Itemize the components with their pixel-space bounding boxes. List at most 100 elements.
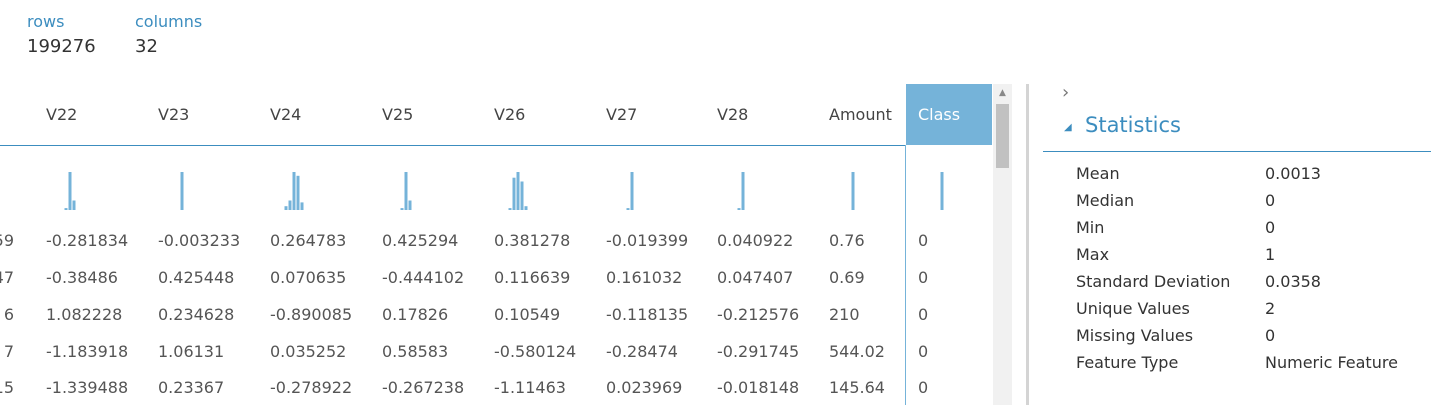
- table-cell[interactable]: -0.019399: [606, 231, 689, 250]
- table-cell[interactable]: 145.64: [829, 378, 885, 397]
- rows-value: 199276: [27, 36, 96, 57]
- table-cell[interactable]: 0.23367: [158, 378, 225, 397]
- chevron-right-icon[interactable]: ›: [1062, 82, 1070, 103]
- table-cell[interactable]: 210: [829, 305, 860, 324]
- table-cell[interactable]: 0.10549: [494, 305, 561, 324]
- histogram-bar: [180, 172, 184, 210]
- histogram-v28[interactable]: [711, 170, 771, 210]
- panel-divider[interactable]: [1026, 84, 1029, 405]
- histogram-v27[interactable]: [600, 170, 660, 210]
- table-cell[interactable]: -0.281834: [46, 231, 129, 250]
- table-cell[interactable]: 0.161032: [606, 268, 683, 287]
- columns-summary: columns 32: [135, 12, 202, 58]
- table-cell[interactable]: 0: [918, 305, 929, 324]
- table-cell[interactable]: -0.890085: [270, 305, 353, 324]
- table-cell[interactable]: 0.69: [829, 268, 865, 287]
- column-header-class[interactable]: Class: [906, 84, 992, 145]
- table-cell[interactable]: 0.425294: [382, 231, 459, 250]
- column-header-amount[interactable]: Amount: [829, 105, 892, 124]
- histogram-class[interactable]: [912, 170, 972, 210]
- histogram-bar: [72, 200, 76, 210]
- table-cell[interactable]: -0.444102: [382, 268, 465, 287]
- stat-value: 2: [1265, 299, 1276, 318]
- columns-value: 32: [135, 36, 158, 57]
- stat-label: Mean: [1076, 164, 1120, 183]
- column-header-v22[interactable]: V22: [46, 105, 78, 124]
- table-cell[interactable]: -0.018148: [717, 378, 800, 397]
- histogram-bar: [851, 172, 855, 210]
- table-cell[interactable]: 0.116639: [494, 268, 571, 287]
- statistics-title[interactable]: Statistics: [1085, 113, 1181, 137]
- table-cell-partial[interactable]: 47: [0, 268, 14, 287]
- table-cell-partial[interactable]: 59: [0, 231, 14, 250]
- columns-label: columns: [135, 12, 203, 31]
- table-cell[interactable]: 0.58583: [382, 342, 449, 361]
- stat-value: 0.0013: [1265, 164, 1321, 183]
- histogram-v25[interactable]: [376, 170, 436, 210]
- histogram-bar: [741, 172, 745, 210]
- column-header-v26[interactable]: V26: [494, 105, 526, 124]
- vertical-scrollbar[interactable]: ▲: [993, 84, 1012, 405]
- column-header-v28[interactable]: V28: [717, 105, 749, 124]
- stat-label: Unique Values: [1076, 299, 1190, 318]
- table-cell[interactable]: -0.291745: [717, 342, 800, 361]
- table-cell[interactable]: -0.38486: [46, 268, 118, 287]
- table-cell[interactable]: -1.183918: [46, 342, 129, 361]
- table-cell[interactable]: 0.425448: [158, 268, 235, 287]
- selected-column-outline: [905, 145, 906, 405]
- histogram-v22[interactable]: [40, 170, 100, 210]
- histogram-bar: [292, 172, 296, 210]
- table-cell[interactable]: -1.339488: [46, 378, 129, 397]
- stat-label: Standard Deviation: [1076, 272, 1231, 291]
- histogram-bar: [524, 206, 528, 210]
- histogram-v24[interactable]: [264, 170, 324, 210]
- table-cell[interactable]: 0.035252: [270, 342, 347, 361]
- column-header-v23[interactable]: V23: [158, 105, 190, 124]
- rows-label: rows: [27, 12, 65, 31]
- table-cell[interactable]: 1.06131: [158, 342, 225, 361]
- table-cell[interactable]: 0.17826: [382, 305, 449, 324]
- table-cell[interactable]: -0.580124: [494, 342, 577, 361]
- table-cell[interactable]: 0.234628: [158, 305, 235, 324]
- header-divider: [0, 145, 906, 146]
- table-cell[interactable]: -1.11463: [494, 378, 566, 397]
- stat-label: Feature Type: [1076, 353, 1179, 372]
- scrollbar-thumb[interactable]: [996, 104, 1009, 168]
- table-cell[interactable]: -0.267238: [382, 378, 465, 397]
- table-cell[interactable]: -0.003233: [158, 231, 241, 250]
- table-cell[interactable]: 0.264783: [270, 231, 347, 250]
- column-header-v25[interactable]: V25: [382, 105, 414, 124]
- table-cell[interactable]: 1.082228: [46, 305, 123, 324]
- table-cell[interactable]: 0.040922: [717, 231, 794, 250]
- histogram-v23[interactable]: [152, 170, 212, 210]
- column-header-v27[interactable]: V27: [606, 105, 638, 124]
- arrow-up-icon[interactable]: ▲: [999, 88, 1006, 98]
- histogram-bar: [520, 181, 524, 210]
- histogram-v26[interactable]: [488, 170, 548, 210]
- column-header-v24[interactable]: V24: [270, 105, 302, 124]
- table-cell-partial[interactable]: 15: [0, 378, 14, 397]
- histogram-bar: [408, 200, 412, 210]
- table-cell[interactable]: 0: [918, 342, 929, 361]
- table-cell[interactable]: -0.278922: [270, 378, 353, 397]
- table-cell[interactable]: 0: [918, 378, 929, 397]
- table-cell[interactable]: 0: [918, 231, 929, 250]
- data-grid: V22 V23 V24 V25 V26 V27 V28 Amount Class 59 47 6 7 15…: [0, 84, 992, 405]
- rows-summary: rows 199276: [27, 12, 96, 58]
- table-cell[interactable]: 0: [918, 268, 929, 287]
- table-cell[interactable]: -0.28474: [606, 342, 678, 361]
- histogram-bar: [400, 208, 404, 210]
- histogram-amount[interactable]: [823, 170, 883, 210]
- table-cell-partial[interactable]: 7: [3, 342, 14, 361]
- table-cell[interactable]: 0.023969: [606, 378, 683, 397]
- table-cell[interactable]: 0.070635: [270, 268, 347, 287]
- histogram-bar: [626, 208, 630, 210]
- triangle-down-icon[interactable]: ◢: [1064, 122, 1072, 133]
- table-cell[interactable]: -0.212576: [717, 305, 800, 324]
- table-cell[interactable]: 0.76: [829, 231, 865, 250]
- table-cell[interactable]: 544.02: [829, 342, 885, 361]
- table-cell-partial[interactable]: 6: [3, 305, 14, 324]
- table-cell[interactable]: 0.381278: [494, 231, 571, 250]
- table-cell[interactable]: -0.118135: [606, 305, 689, 324]
- table-cell[interactable]: 0.047407: [717, 268, 794, 287]
